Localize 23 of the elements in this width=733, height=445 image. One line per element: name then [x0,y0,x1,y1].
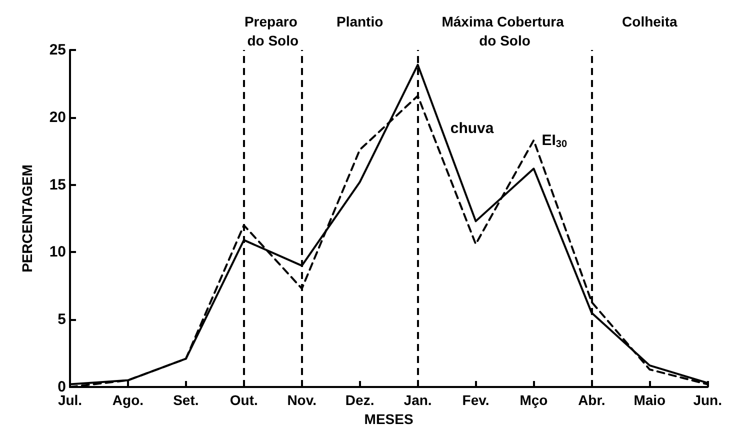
x-tick-label: Set. [173,392,199,408]
x-tick-label: Abr. [578,392,606,408]
x-tick-label: Dez. [345,392,374,408]
x-tick-label: Jun. [693,392,722,408]
y-tick-label: 15 [49,176,66,194]
y-axis-title: PERCENTAGEM [19,164,35,272]
y-tick-label: 10 [49,244,66,261]
ref-line-label: Máxima Cobertura do Solo [442,14,568,48]
series-label: chuva [450,120,494,138]
y-tick-label: 25 [49,42,66,58]
x-tick-label: Out. [230,392,258,408]
x-tick-label: Mço [520,392,548,408]
x-tick-label: Ago. [112,392,144,408]
x-tick-label: Fev. [462,392,490,408]
x-axis-title: MESES [364,410,414,427]
x-tick-label: Jan. [404,392,432,408]
ref-line-label: Colheita [622,14,678,30]
x-tick-label: Nov. [287,392,317,408]
x-tick-label: Maio [634,392,666,408]
ref-line-label: Plantio [336,14,384,30]
y-tick-label: 20 [49,108,66,126]
y-tick-label: 5 [58,311,66,328]
ref-line-label: Preparo do Solo [244,14,302,48]
